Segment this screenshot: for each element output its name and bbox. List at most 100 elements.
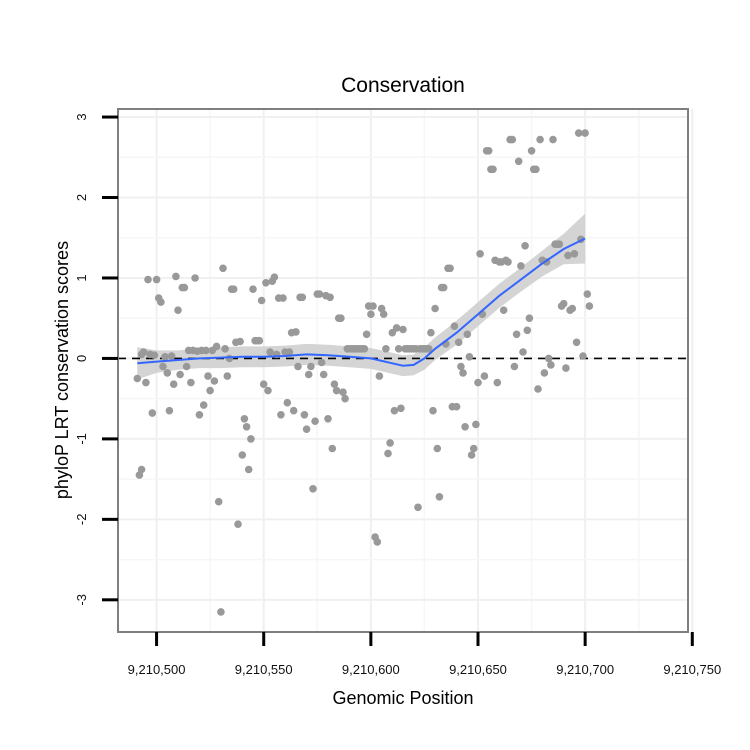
data-point [431,304,439,313]
data-point [144,275,152,284]
data-point [277,411,285,419]
data-point [270,273,279,282]
data-point [341,394,349,403]
data-point [180,283,189,292]
data-point [330,380,339,389]
data-point [519,348,527,356]
x-tick-label: 9,210,750 [663,662,721,677]
data-point [204,372,212,380]
data-point [579,352,587,360]
data-point [369,302,377,310]
data-point [446,264,454,273]
data-point [527,147,536,155]
data-point [202,346,210,355]
data-point [319,370,328,379]
data-point [229,285,238,294]
data-point [187,378,195,387]
data-point [534,385,542,393]
data-point [169,380,178,389]
confidence-band-layer [137,213,586,380]
data-point [467,451,476,459]
data-point [172,272,180,281]
data-point [167,352,176,360]
data-point [435,493,444,501]
data-point [512,330,521,339]
data-point [585,302,594,310]
data-point [304,370,313,379]
data-point [454,338,463,347]
data-point [174,306,182,315]
data-point [223,372,232,380]
data-point [182,362,191,371]
data-point [514,157,523,166]
data-point [157,298,165,306]
x-axis-title: Genomic Position [332,688,473,708]
data-point [214,497,223,506]
chart-title: Conservation [341,74,465,97]
data-point [394,345,403,353]
data-point [362,330,371,339]
data-point [525,314,534,323]
data-point [536,135,544,144]
data-point [339,388,347,397]
data-point [570,250,579,258]
y-tick-label: -3 [74,594,89,606]
x-tick-label: 9,210,550 [235,662,293,677]
data-point [549,135,557,144]
y-tick-label: 3 [74,113,89,120]
data-point [328,444,337,453]
data-point [152,275,161,284]
x-tick-label: 9,210,500 [128,662,186,677]
y-axis-title: phyloP LRT conservation scores [52,241,72,499]
data-point [199,401,208,409]
confidence-band [137,213,586,380]
x-axis: 9,210,500 9,210,550 9,210,600 9,210,650 9,21… [128,632,721,677]
data-point [240,415,249,423]
data-point [397,404,405,413]
data-point [300,411,309,419]
y-tick-label: -1 [74,433,89,445]
points-layer [133,129,594,616]
data-point [461,423,469,431]
data-point [279,294,287,302]
data-point [373,538,382,546]
data-point [568,304,577,313]
data-point [244,465,253,474]
data-point [450,322,459,331]
data-point [255,336,264,345]
data-point [572,338,581,347]
data-point [493,378,502,387]
data-point [532,165,540,174]
data-point [544,354,553,363]
data-point [234,520,242,528]
data-point [489,165,497,174]
data-point [326,293,334,302]
data-point [210,377,219,385]
data-point [433,444,442,453]
data-point [176,370,184,379]
smooth-line [137,237,586,367]
data-point [264,386,272,395]
data-point [191,274,199,282]
data-point [302,425,311,434]
data-point [583,290,592,298]
data-point [285,348,294,356]
data-point [559,299,568,308]
data-point [484,147,493,155]
data-point [142,378,150,387]
data-point [332,386,341,395]
data-point [148,409,157,417]
data-point [266,348,274,356]
smooth-line-layer [137,237,586,367]
data-point [236,337,244,346]
data-point [390,406,399,415]
data-point [315,290,324,298]
data-point [379,310,388,319]
data-point [309,485,317,493]
data-point [289,406,298,415]
data-point [161,353,169,361]
data-point [424,345,433,353]
data-point [212,342,221,351]
